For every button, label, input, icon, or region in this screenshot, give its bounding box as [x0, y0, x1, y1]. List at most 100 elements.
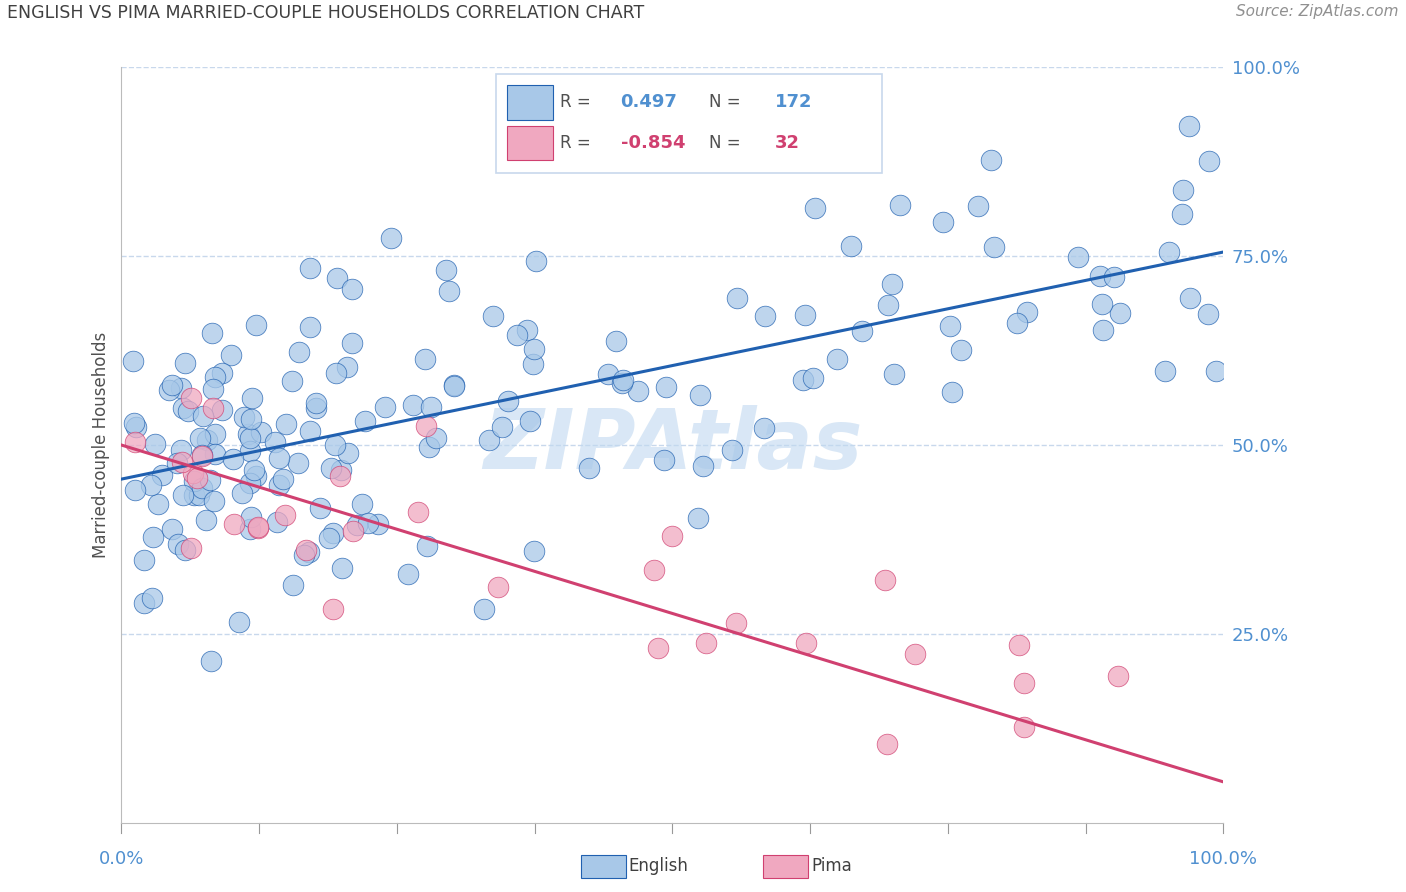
Point [322, 526, 344, 541]
Point [1157, 244, 1180, 259]
Point [883, 367, 905, 381]
Point [1104, 270, 1126, 285]
Point [328, 469, 350, 483]
Point [415, 419, 437, 434]
Point [1107, 669, 1129, 683]
Point [1012, 720, 1035, 734]
Point [194, 513, 217, 527]
Text: R =: R = [560, 93, 596, 112]
Point [125, 419, 148, 434]
Point [224, 517, 246, 532]
Point [274, 417, 297, 431]
Point [239, 411, 262, 425]
Point [132, 595, 155, 609]
Point [652, 452, 675, 467]
Point [188, 488, 211, 502]
Point [247, 521, 270, 535]
Point [725, 291, 748, 305]
Point [298, 320, 321, 334]
Point [195, 433, 218, 447]
Point [647, 641, 669, 656]
Point [337, 446, 360, 460]
Point [183, 474, 205, 488]
Point [202, 401, 225, 416]
Point [486, 580, 509, 594]
Point [298, 261, 321, 276]
Point [1088, 269, 1111, 284]
Point [309, 500, 332, 515]
Point [346, 517, 368, 532]
Text: ENGLISH VS PIMA MARRIED-COUPLE HOUSEHOLDS CORRELATION CHART: ENGLISH VS PIMA MARRIED-COUPLE HOUSEHOLD… [7, 4, 644, 22]
Point [292, 548, 315, 562]
Text: -0.854: -0.854 [620, 134, 685, 152]
Point [939, 318, 962, 333]
Point [754, 421, 776, 435]
Point [124, 435, 146, 450]
Text: Pima: Pima [811, 857, 852, 875]
Point [239, 522, 262, 536]
Point [873, 573, 896, 587]
Point [804, 201, 827, 215]
Point [695, 636, 717, 650]
Point [877, 298, 900, 312]
Point [200, 654, 222, 668]
Point [904, 647, 927, 661]
Point [880, 277, 903, 291]
Point [219, 348, 242, 362]
Point [627, 384, 650, 398]
Point [245, 318, 267, 332]
Point [267, 478, 290, 492]
Text: 100.0%: 100.0% [1189, 850, 1257, 868]
Point [643, 563, 665, 577]
Point [491, 420, 513, 434]
Point [380, 231, 402, 245]
Text: 0.0%: 0.0% [98, 850, 145, 868]
Text: 0.497: 0.497 [620, 93, 678, 112]
Point [298, 545, 321, 559]
Point [354, 413, 377, 427]
Point [686, 511, 709, 525]
Point [294, 542, 316, 557]
Point [240, 392, 263, 406]
Point [932, 215, 955, 229]
Point [172, 401, 194, 416]
Point [287, 456, 309, 470]
Point [170, 381, 193, 395]
Point [1008, 638, 1031, 652]
Point [318, 532, 340, 546]
Point [148, 497, 170, 511]
Text: 172: 172 [775, 93, 813, 112]
Point [166, 537, 188, 551]
Point [243, 463, 266, 477]
Point [132, 552, 155, 566]
Point [321, 461, 343, 475]
Point [612, 376, 634, 391]
Point [357, 516, 380, 530]
Point [139, 478, 162, 492]
Point [202, 382, 225, 396]
Point [1197, 307, 1219, 321]
Point [523, 342, 546, 356]
Point [180, 541, 202, 556]
Point [202, 494, 225, 508]
Point [122, 416, 145, 430]
Point [222, 451, 245, 466]
Point [342, 524, 364, 538]
Point [298, 424, 321, 438]
Point [725, 615, 748, 630]
Point [200, 474, 222, 488]
Point [482, 309, 505, 323]
Point [443, 379, 465, 393]
Point [889, 198, 911, 212]
Point [689, 387, 711, 401]
Point [980, 153, 1002, 167]
Point [367, 517, 389, 532]
Point [240, 509, 263, 524]
Point [1091, 297, 1114, 311]
Point [478, 434, 501, 448]
Point [793, 308, 815, 322]
Point [402, 398, 425, 412]
Point [204, 447, 226, 461]
FancyBboxPatch shape [496, 74, 882, 172]
Point [516, 323, 538, 337]
